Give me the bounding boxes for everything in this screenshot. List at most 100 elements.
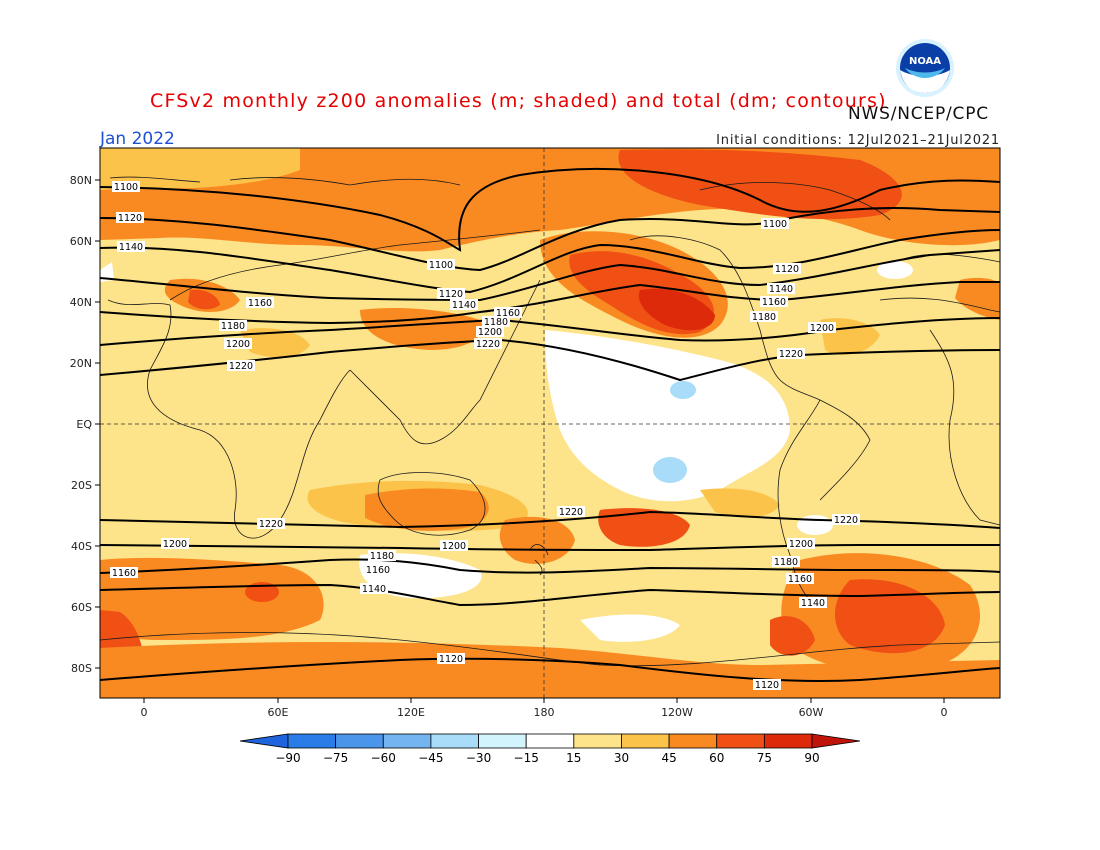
contour-label: 1120: [437, 288, 465, 300]
lon-label: 0: [141, 706, 148, 719]
contour-label: 1200: [161, 538, 189, 550]
colorbar-swatch: [763, 733, 813, 749]
svg-text:1120: 1120: [439, 289, 463, 300]
lon-label: 120W: [661, 706, 693, 719]
svg-text:1160: 1160: [788, 574, 812, 585]
lat-label: 20N: [70, 357, 92, 370]
total-height-contours: [100, 167, 1000, 682]
contour-label: 1120: [116, 212, 144, 224]
svg-text:1140: 1140: [119, 242, 143, 253]
lat-label: EQ: [76, 418, 92, 431]
svg-text:1160: 1160: [248, 298, 272, 309]
contour-label: 1100: [761, 218, 789, 230]
lon-label: 0: [941, 706, 948, 719]
colorbar-swatch: [525, 733, 575, 749]
svg-text:1140: 1140: [362, 584, 386, 595]
initial-conditions: Initial conditions: 12Jul2021–21Jul2021: [716, 133, 1000, 148]
lon-label: 180: [534, 706, 555, 719]
svg-text:1200: 1200: [810, 323, 834, 334]
svg-text:1220: 1220: [779, 349, 803, 360]
colorbar-swatch: [382, 733, 432, 749]
colorbar-label: 45: [661, 751, 676, 765]
contour-label: 1140: [360, 583, 388, 595]
colorbar-label: −15: [514, 751, 539, 765]
svg-text:1140: 1140: [801, 598, 825, 609]
contour-label: 1140: [799, 597, 827, 609]
colorbar-min-arrow: [239, 733, 289, 749]
agency-label: NWS/NCEP/CPC: [848, 104, 989, 124]
colorbar-label: 15: [566, 751, 581, 765]
svg-text:1200: 1200: [789, 539, 813, 550]
contour-label: 1220: [777, 348, 805, 360]
contour-label: 1160: [760, 296, 788, 308]
svg-text:1180: 1180: [370, 551, 394, 562]
svg-text:1180: 1180: [752, 312, 776, 323]
contour-label: 1100: [112, 181, 140, 193]
contour-label: 1180: [482, 316, 510, 328]
contour-label: 1180: [368, 550, 396, 562]
svg-text:1120: 1120: [775, 264, 799, 275]
svg-text:NOAA: NOAA: [909, 56, 941, 67]
colorbar: −90 −75 −60 −45 −30 −15 15 30 45 60 75 90: [239, 733, 861, 765]
contour-label: 1120: [773, 263, 801, 275]
svg-text:1200: 1200: [226, 339, 250, 350]
contour-label: 1160: [494, 307, 522, 319]
contour-label: 1140: [767, 283, 795, 295]
lat-label: 60N: [70, 235, 92, 248]
grid-lines: [100, 148, 1000, 698]
lat-label: 80S: [71, 662, 92, 675]
svg-text:1120: 1120: [439, 654, 463, 665]
contour-label: 1140: [450, 299, 478, 311]
anomaly-shading: [100, 148, 1000, 698]
lat-label: 20S: [71, 479, 92, 492]
contour-label: 1200: [440, 540, 468, 552]
colorbar-label: 30: [614, 751, 629, 765]
contour-label: 1120: [753, 679, 781, 691]
svg-text:1180: 1180: [484, 317, 508, 328]
contour-label: 1200: [476, 326, 504, 338]
map-frame: [99, 147, 1001, 699]
svg-text:1100: 1100: [429, 260, 453, 271]
lat-label: 40N: [70, 296, 92, 309]
colorbar-swatch: [287, 733, 337, 749]
colorbar-label: 75: [757, 751, 772, 765]
colorbar-swatch: [668, 733, 718, 749]
colorbar-label: −75: [323, 751, 348, 765]
contour-label: 1220: [832, 514, 860, 526]
colorbar-max-arrow: [811, 733, 861, 749]
noaa-logo: NOAA: [896, 39, 954, 97]
svg-text:1220: 1220: [559, 507, 583, 518]
colorbar-label: 90: [804, 751, 819, 765]
contour-label: 1220: [557, 506, 585, 518]
svg-text:1220: 1220: [259, 519, 283, 530]
colorbar-label: 60: [709, 751, 724, 765]
latitude-axis: 80N 60N 40N 20N EQ 20S 40S 60S 80S: [70, 174, 100, 675]
lon-label: 60E: [268, 706, 289, 719]
lat-label: 60S: [71, 601, 92, 614]
contour-label: 1160: [246, 297, 274, 309]
svg-text:1120: 1120: [118, 213, 142, 224]
svg-text:1140: 1140: [452, 300, 476, 311]
contour-label: 1220: [474, 338, 502, 350]
contour-label: 1160: [786, 573, 814, 585]
lon-label: 60W: [799, 706, 824, 719]
colorbar-swatch: [335, 733, 384, 749]
svg-text:1160: 1160: [112, 568, 136, 579]
svg-text:1100: 1100: [114, 182, 138, 193]
colorbar-label: −60: [371, 751, 396, 765]
longitude-axis: 0 60E 120E 180 120W 60W 0: [141, 698, 948, 719]
contour-label: 1160: [364, 564, 392, 576]
colorbar-swatch: [478, 733, 527, 749]
svg-text:1160: 1160: [366, 565, 390, 576]
contour-label: 1200: [787, 538, 815, 550]
svg-text:1220: 1220: [229, 361, 253, 372]
svg-text:1120: 1120: [755, 680, 779, 691]
colorbar-label: −90: [275, 751, 300, 765]
contour-label: 1160: [110, 567, 138, 579]
contour-label: 1200: [224, 338, 252, 350]
colorbar-label: −30: [466, 751, 491, 765]
colorbar-swatch: [430, 733, 479, 749]
contour-label: 1100: [427, 259, 455, 271]
svg-text:1220: 1220: [476, 339, 500, 350]
figure-title: CFSv2 monthly z200 anomalies (m; shaded)…: [150, 90, 887, 112]
